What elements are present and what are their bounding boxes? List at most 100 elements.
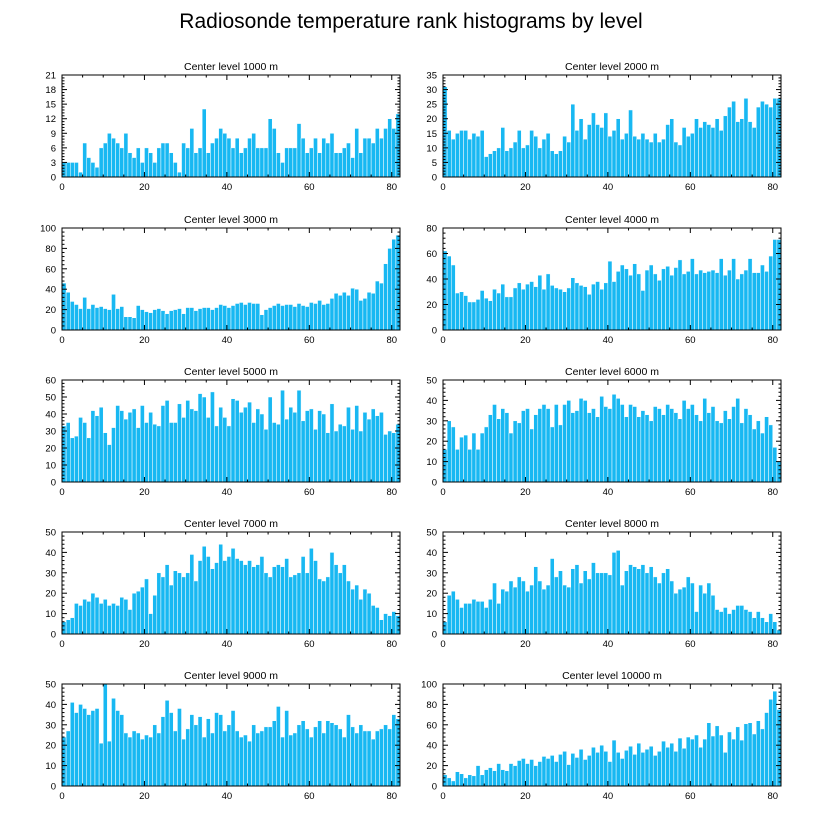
bar [263,147,269,178]
bar [739,739,745,787]
bar [317,300,322,331]
bar [185,728,191,787]
bar [648,745,654,787]
bar [743,408,749,483]
ticks [61,683,400,787]
bar [185,400,191,483]
bar [69,617,75,635]
bar [582,400,588,483]
x-tick-label: 40 [222,182,233,193]
bar [222,133,228,178]
bar [578,285,584,331]
bar [607,574,613,635]
bar [115,710,120,787]
bar [731,609,736,635]
y-tick-label: 25 [426,100,437,111]
bars [442,550,782,635]
bar [492,770,497,787]
bar [619,404,625,483]
bar [673,751,679,787]
bar [115,405,120,483]
bar [337,423,343,483]
bar [127,316,133,331]
y-tick-label: 60 [426,720,437,731]
bar [375,730,380,787]
bar [375,607,380,635]
bar [463,777,468,787]
bar [603,406,609,483]
bar [661,268,666,331]
x-tick-label: 40 [603,182,614,193]
bar [525,763,530,787]
bar [354,584,360,635]
bar [152,309,158,331]
y-tick-label: 10 [45,761,56,772]
y-tick-label: 6 [51,143,56,154]
bar [173,570,178,635]
bar [304,728,310,787]
bar [735,121,741,178]
bar [197,393,203,483]
bar [496,763,501,787]
x-tick-label: 0 [59,639,64,650]
bar [739,422,745,483]
bar [102,683,108,787]
bar [681,586,687,635]
bar [168,310,174,331]
bar [156,425,162,483]
bar [694,273,699,331]
bar [280,162,285,178]
bar [98,603,104,635]
bar [119,714,125,787]
bar [111,698,116,787]
bar [500,283,506,331]
bar [267,576,273,635]
bar [768,255,774,331]
bar [276,706,281,787]
bar [545,758,551,787]
bar [362,588,368,635]
bar [123,316,129,331]
bar [292,732,298,787]
x-tick-label: 80 [767,487,778,498]
bar [595,416,600,483]
bar [288,734,294,787]
bar [587,578,592,635]
bar [197,308,203,331]
bar [383,434,388,483]
bar [595,281,600,331]
bar [591,408,596,483]
bar [358,152,364,178]
bar [148,613,153,635]
bar [69,437,75,483]
x-tick-label: 40 [222,487,233,498]
bar [119,147,125,178]
bar [492,150,497,178]
bar [276,303,281,331]
x-tick-label: 40 [603,791,614,802]
bar [222,560,228,635]
panel-9: Center level 9000 m 0 20 40 60 80 0 10 20 30 40 50 [45,670,401,802]
bar [144,578,149,635]
bar [578,582,584,635]
bar [657,582,662,635]
y-tick-label: 10 [426,143,437,154]
bar [500,769,506,787]
bar [512,287,518,331]
bar [226,307,232,331]
bar [496,147,501,178]
bar [690,738,695,787]
bar [702,121,708,178]
bar [243,304,248,331]
bar [587,124,592,178]
bar [255,564,261,635]
bar [354,732,360,787]
bar [644,269,650,331]
bar [574,757,580,787]
bar [706,722,712,787]
bar [747,722,753,787]
y-tick-label: 100 [421,680,437,691]
bar [673,141,679,178]
bar [292,412,298,483]
y-tick-label: 30 [426,85,437,96]
